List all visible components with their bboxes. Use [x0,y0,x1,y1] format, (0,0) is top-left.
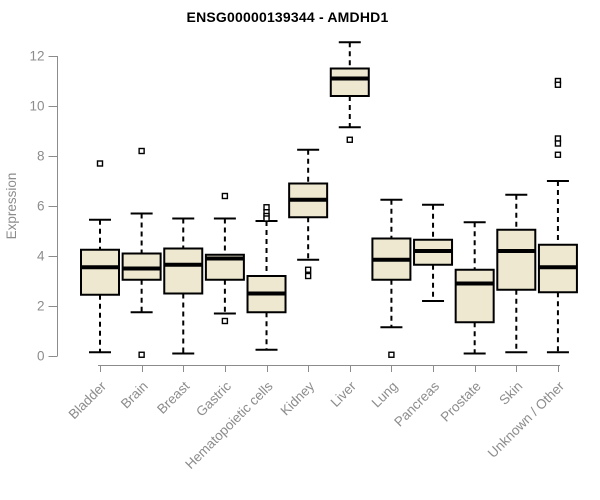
outlier-point [138,147,145,155]
y-axis [48,56,58,357]
outlier-point [554,135,562,142]
x-tick-label-brain: Brain [118,379,151,412]
box-lung [371,198,412,358]
y-tick-label: 4 [37,249,45,264]
x-tick-label-liver: Liver [328,378,360,410]
x-tick-label-pancreas: Pancreas [391,378,442,429]
outlier-point [221,317,229,325]
outlier-point [554,151,562,158]
x-tick-label-breast: Breast [154,378,192,416]
box-breast [163,217,204,355]
y-tick-label: 2 [37,299,45,314]
iqr-box [80,248,120,296]
x-tick-label-bladder: Bladder [66,378,110,422]
box-brain [121,147,162,358]
iqr-box [496,228,537,291]
x-tick-label-lung: Lung [369,379,401,411]
outlier-point [263,215,270,222]
box-liver [329,41,370,143]
box-kidney [288,148,329,280]
iqr-box [329,67,370,97]
box-skin [496,193,537,354]
outlier-point [304,272,312,280]
outlier-point [221,192,229,200]
outlier-point [138,351,145,358]
box-bladder [80,160,120,354]
box-hematopoietic-cells [246,204,287,351]
iqr-box [454,268,495,324]
iqr-box [163,247,204,295]
y-tick-label: 12 [29,49,44,64]
outlier-point [263,204,270,211]
x-tick-label-kidney: Kidney [277,378,317,418]
x-tick-label-gastric: Gastric [193,378,234,419]
outlier-point [554,81,562,88]
chart-title: ENSG00000139344 - AMDHD1 [186,9,389,25]
box-pancreas [413,203,454,302]
box-gastric [204,192,245,325]
x-tick-label-prostate: Prostate [438,379,484,425]
y-tick-label: 6 [37,199,45,214]
x-axis [98,365,560,372]
x-tick-label-unknown-other: Unknown / Other [485,378,568,461]
y-tick-label: 0 [37,349,45,364]
box-prostate [454,221,495,355]
x-tick-label-skin: Skin [496,379,525,408]
y-axis-title: Expression [4,173,19,240]
outlier-point [554,140,562,147]
box-unknown-other [537,77,578,354]
outlier-point [346,136,353,143]
outlier-point [304,266,312,273]
y-tick-label: 10 [29,99,44,114]
outlier-point [96,160,104,167]
y-tick-label: 8 [37,149,45,164]
outlier-point [388,351,395,358]
